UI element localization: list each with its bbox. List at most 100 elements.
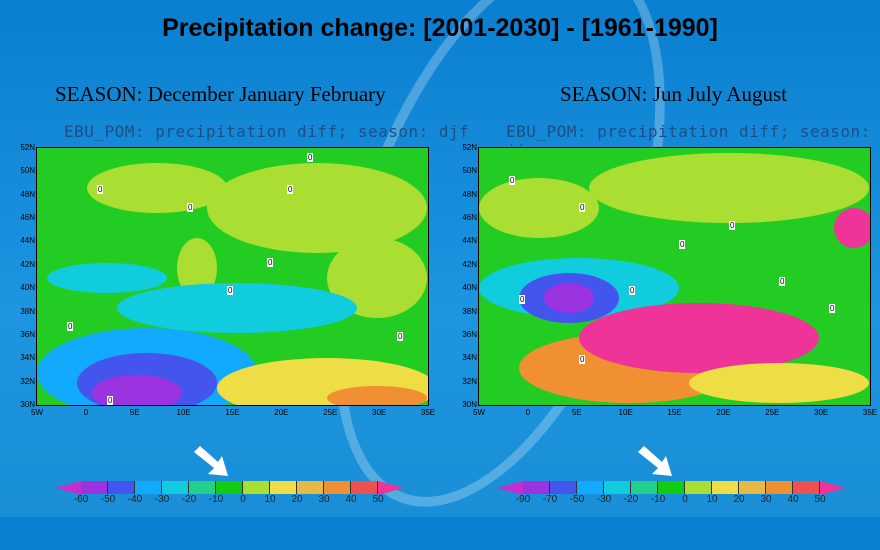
colorbar-segment	[162, 481, 189, 494]
arrow-icon-right	[638, 446, 672, 476]
contour-label: 0	[97, 184, 104, 194]
lon-tick: 25E	[765, 408, 780, 417]
colorbar-label: -20	[623, 494, 639, 505]
contour-label: 0	[729, 221, 736, 231]
colorbar-label: 50	[814, 494, 826, 505]
colorbar-jja	[497, 480, 846, 495]
colorbar-label: -50	[100, 494, 116, 505]
lon-tick: 5E	[129, 408, 140, 417]
contour-label: 0	[307, 152, 314, 162]
lat-tick: 40N	[462, 283, 477, 293]
lat-tick: 52N	[462, 143, 477, 152]
colorbar-label: -90	[515, 494, 531, 505]
contour-label: 0	[779, 276, 786, 286]
contour-label: 0	[629, 285, 636, 295]
colorbar-label: -50	[569, 494, 585, 505]
colorbar-segment	[135, 481, 162, 494]
contour-label: 0	[519, 294, 526, 304]
colorbar-label: -30	[154, 494, 170, 505]
arrow-icon-left	[194, 446, 228, 476]
lat-tick: 48N	[462, 189, 477, 199]
colorbar-label: 10	[264, 494, 276, 505]
contour-label: 0	[227, 285, 234, 295]
lat-tick: 30N	[20, 400, 35, 409]
lat-tick: 36N	[20, 329, 35, 339]
lat-tick: 50N	[20, 166, 35, 176]
colorbar-segment	[712, 481, 739, 494]
colorbar-segment	[270, 481, 297, 494]
colorbar-segment	[324, 481, 351, 494]
colorbar-label: 20	[291, 494, 303, 505]
colorbar-max-triangle	[820, 480, 846, 495]
contour-label: 0	[579, 354, 586, 364]
lon-tick: 35E	[862, 408, 878, 417]
colorbar-segment	[108, 481, 135, 494]
contour-label: 0	[67, 322, 74, 332]
contour-label: 0	[187, 203, 194, 213]
contour-label: 0	[829, 304, 836, 314]
lat-tick: 52N	[20, 143, 35, 152]
colorbar-label: 40	[345, 494, 357, 505]
colorbar-segment	[523, 481, 550, 494]
plot-title-left: EBU_POM: precipitation diff; season: djf	[64, 122, 470, 141]
map-djf: 52N 50N 48N 46N 44N 42N 40N 38N 36N 34N 32N 30N 5W 0 5…	[20, 143, 435, 417]
lat-tick: 50N	[462, 166, 477, 176]
contour-label: 0	[107, 395, 114, 405]
colorbar-segment	[216, 481, 243, 494]
contour-label: 0	[397, 331, 404, 341]
colorbar-min-triangle	[497, 480, 523, 495]
colorbar-label: 30	[318, 494, 330, 505]
lon-tick: 5W	[473, 408, 485, 417]
lon-tick: 10E	[618, 408, 633, 417]
lat-tick: 38N	[462, 306, 477, 316]
colorbar-label: -70	[542, 494, 558, 505]
lon-tick: 20E	[274, 408, 289, 417]
lat-tick: 40N	[20, 283, 35, 293]
lat-tick: 34N	[462, 353, 477, 363]
colorbar-label: 0	[240, 494, 246, 505]
lon-tick: 15E	[225, 408, 240, 417]
colorbar-segment	[243, 481, 270, 494]
contour-label: 0	[267, 258, 274, 268]
colorbar-max-triangle	[378, 480, 404, 495]
colorbar-label: -40	[127, 494, 143, 505]
lat-tick: 46N	[20, 213, 35, 223]
precip-field-djf	[37, 148, 428, 405]
contour-label: 0	[509, 175, 516, 185]
lon-tick: 10E	[176, 408, 191, 417]
lat-tick: 44N	[20, 236, 35, 246]
colorbar-label: 50	[372, 494, 384, 505]
contour-label: 0	[679, 239, 686, 249]
colorbar-segment	[631, 481, 658, 494]
precip-field-jja	[479, 148, 870, 405]
colorbar-label: -10	[650, 494, 666, 505]
season-label-left: SEASON: December January February	[55, 82, 386, 106]
colorbar-segment	[351, 481, 378, 494]
lon-tick: 30E	[814, 408, 829, 417]
lat-tick: 32N	[462, 376, 477, 386]
colorbar-label: 30	[760, 494, 772, 505]
lat-tick: 42N	[462, 259, 477, 269]
lon-tick: 25E	[323, 408, 338, 417]
colorbar-label: -30	[596, 494, 612, 505]
lon-tick: 15E	[667, 408, 682, 417]
colorbar-segment	[766, 481, 793, 494]
colorbar-label: 10	[706, 494, 718, 505]
lat-tick: 42N	[20, 259, 35, 269]
lon-tick: 35E	[420, 408, 436, 417]
colorbar-segment	[739, 481, 766, 494]
lat-tick: 36N	[462, 329, 477, 339]
lat-tick: 38N	[20, 306, 35, 316]
lat-tick: 34N	[20, 353, 35, 363]
lat-tick: 30N	[462, 400, 477, 409]
lon-tick: 20E	[716, 408, 731, 417]
colorbar-label: -10	[208, 494, 224, 505]
slide-title: Precipitation change: [2001-2030] - [196…	[162, 14, 718, 42]
colorbar-label: 20	[733, 494, 745, 505]
contour-label: 0	[287, 184, 294, 194]
colorbar-label: -60	[73, 494, 89, 505]
colorbar-label: -20	[181, 494, 197, 505]
lon-tick: 0	[525, 408, 531, 417]
colorbar-segment	[550, 481, 577, 494]
colorbar-segment	[81, 481, 108, 494]
